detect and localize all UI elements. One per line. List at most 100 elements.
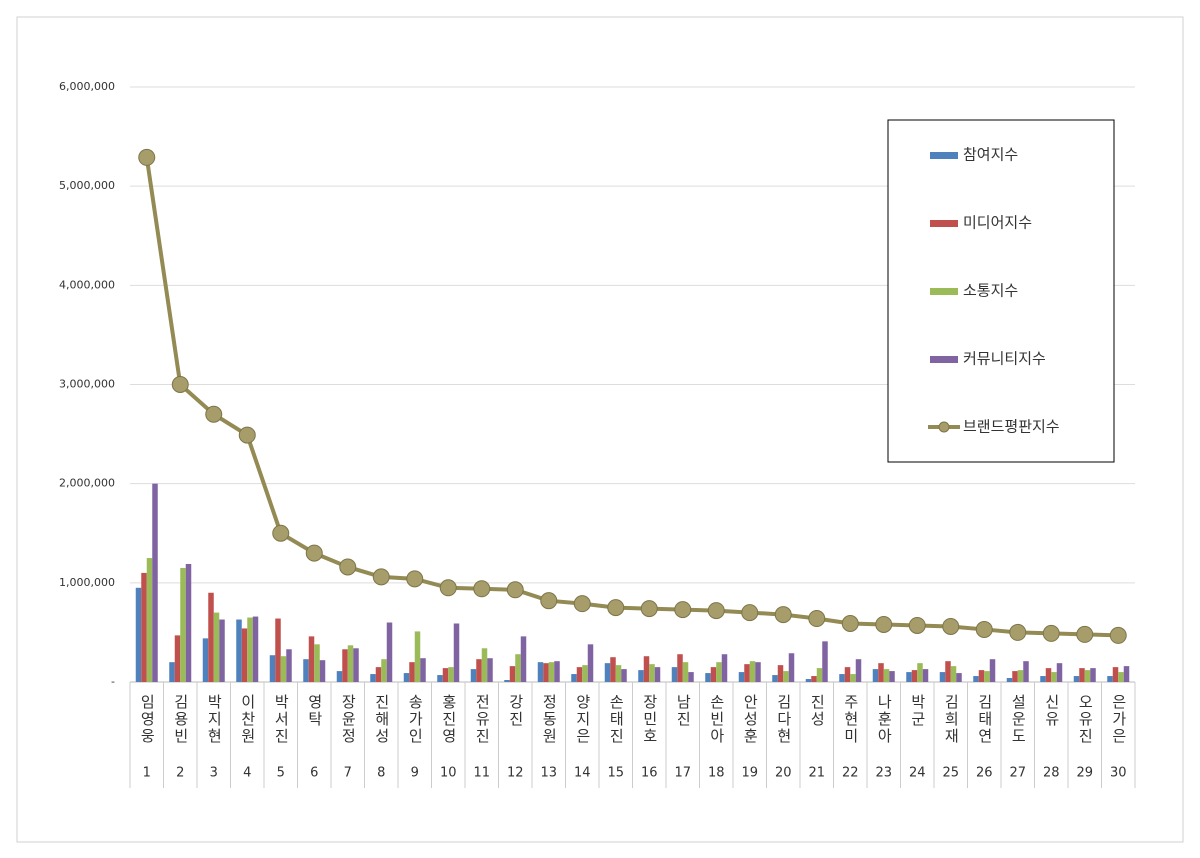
bar [945, 661, 951, 682]
rank-label: 3 [210, 766, 218, 781]
rank-label: 2 [176, 766, 184, 781]
bar [984, 671, 990, 682]
x-tick-label: 김태연 [976, 694, 994, 745]
bar [1073, 676, 1080, 682]
bar [816, 668, 823, 682]
bar [638, 670, 644, 682]
line-marker [305, 544, 323, 562]
line-marker [573, 595, 591, 613]
legend-swatch [930, 288, 958, 295]
rank-label: 16 [641, 766, 658, 781]
bar [822, 641, 828, 682]
x-tick-label: 은가은 [1110, 694, 1128, 745]
line-marker [674, 601, 692, 619]
rank-label: 9 [411, 766, 419, 781]
rank-label: 1 [143, 766, 151, 781]
bar [811, 676, 817, 682]
bar [615, 665, 622, 682]
line-marker [841, 614, 859, 632]
line-marker [138, 148, 156, 166]
bar [688, 672, 694, 682]
bar [509, 666, 516, 682]
bar [1023, 661, 1029, 682]
line-marker [272, 524, 290, 542]
bar [487, 658, 493, 682]
bar [878, 663, 884, 682]
bar [336, 671, 343, 682]
x-tick-label: 진해성 [373, 694, 391, 745]
x-tick-label: 김희재 [942, 694, 960, 745]
y-tick-label: 2,000,000 [59, 477, 115, 490]
bar [347, 645, 354, 682]
bar [1118, 672, 1124, 682]
bar [470, 669, 477, 682]
bar [1079, 668, 1085, 682]
line-marker [540, 592, 558, 610]
line-marker [372, 568, 390, 586]
bar [1123, 666, 1130, 682]
line-marker [238, 426, 256, 444]
line-marker [506, 581, 524, 599]
bar [409, 662, 415, 682]
bar [950, 666, 957, 682]
bar [548, 662, 555, 682]
x-tick-label: 박군 [909, 694, 927, 728]
rank-label: 15 [607, 766, 624, 781]
x-tick-label: 안성훈 [741, 694, 759, 745]
rank-label: 8 [377, 766, 385, 781]
y-tick-label: 6,000,000 [59, 80, 115, 93]
rank-label: 30 [1110, 766, 1127, 781]
rank-label: 7 [344, 766, 352, 781]
legend-swatch [930, 152, 958, 159]
rank-label: 18 [708, 766, 725, 781]
x-tick-label: 장윤정 [339, 694, 357, 745]
x-tick-label: 영탁 [306, 694, 324, 728]
bar [241, 628, 248, 682]
x-tick-label: 임영웅 [138, 694, 156, 745]
bar [1056, 663, 1063, 682]
rank-label: 17 [674, 766, 691, 781]
x-tick-label: 신유 [1043, 694, 1061, 728]
bar [481, 648, 488, 682]
x-tick-label: 송가인 [406, 694, 424, 745]
rank-label: 10 [440, 766, 457, 781]
bar [839, 674, 845, 682]
bar [643, 656, 650, 682]
bar [448, 667, 454, 682]
bar [252, 616, 259, 682]
bar [582, 665, 588, 682]
rank-label: 5 [277, 766, 285, 781]
line-marker [1042, 624, 1060, 642]
bar [319, 660, 326, 682]
x-tick-label: 양지은 [574, 694, 592, 745]
rank-label: 13 [540, 766, 557, 781]
bar [219, 619, 225, 682]
line-marker [406, 570, 424, 588]
line-marker [439, 579, 457, 597]
bar [185, 563, 192, 682]
legend-box [887, 119, 1115, 463]
line-marker [774, 606, 792, 624]
bar [716, 662, 722, 682]
bar [772, 675, 778, 682]
bar [587, 644, 594, 682]
rank-label: 28 [1043, 766, 1060, 781]
bar [777, 665, 784, 682]
bar [671, 667, 678, 682]
bar [152, 483, 158, 682]
rank-label: 23 [875, 766, 892, 781]
line-marker [607, 599, 625, 617]
line-marker [942, 617, 960, 635]
bar [1107, 676, 1113, 682]
x-tick-label: 손태진 [607, 694, 625, 745]
bar [872, 669, 879, 682]
legend-label: 브랜드평판지수 [963, 418, 1060, 436]
y-tick-label: 1,000,000 [59, 576, 115, 589]
bar [537, 662, 544, 682]
line-marker [473, 580, 491, 598]
line-marker [1109, 626, 1127, 644]
bar [314, 644, 320, 682]
bar [939, 672, 946, 682]
bar [922, 669, 929, 682]
